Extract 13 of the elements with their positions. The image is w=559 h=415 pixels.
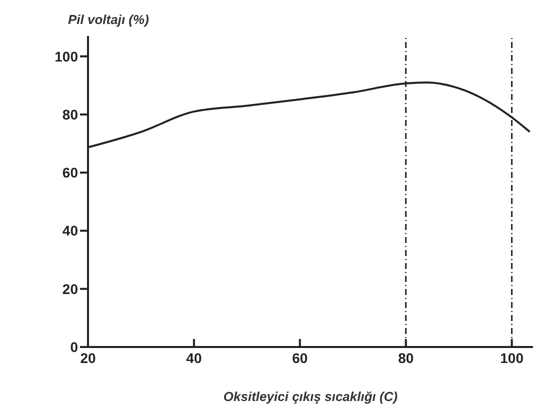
x-tick-label: 80 xyxy=(398,350,414,366)
y-tick-label: 0 xyxy=(70,338,78,355)
x-tick-label: 20 xyxy=(80,350,96,366)
y-tick-label: 60 xyxy=(62,164,78,181)
x-tick-label: 60 xyxy=(292,350,308,366)
x-axis-title: Oksitleyici çıkış sıcaklığı (C) xyxy=(223,389,398,404)
y-tick-label: 20 xyxy=(62,280,78,297)
x-tick-label: 40 xyxy=(186,350,202,366)
y-axis-title: Pil voltajı (%) xyxy=(68,12,149,27)
y-tick-label: 100 xyxy=(54,48,78,64)
y-tick-label: 80 xyxy=(62,106,78,122)
x-tick-label: 100 xyxy=(500,350,524,366)
y-tick-label: 40 xyxy=(62,222,78,239)
